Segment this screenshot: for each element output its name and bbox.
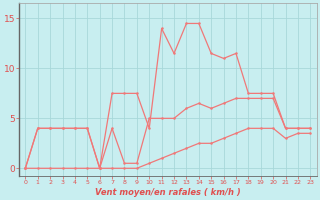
X-axis label: Vent moyen/en rafales ( km/h ): Vent moyen/en rafales ( km/h ) bbox=[95, 188, 241, 197]
